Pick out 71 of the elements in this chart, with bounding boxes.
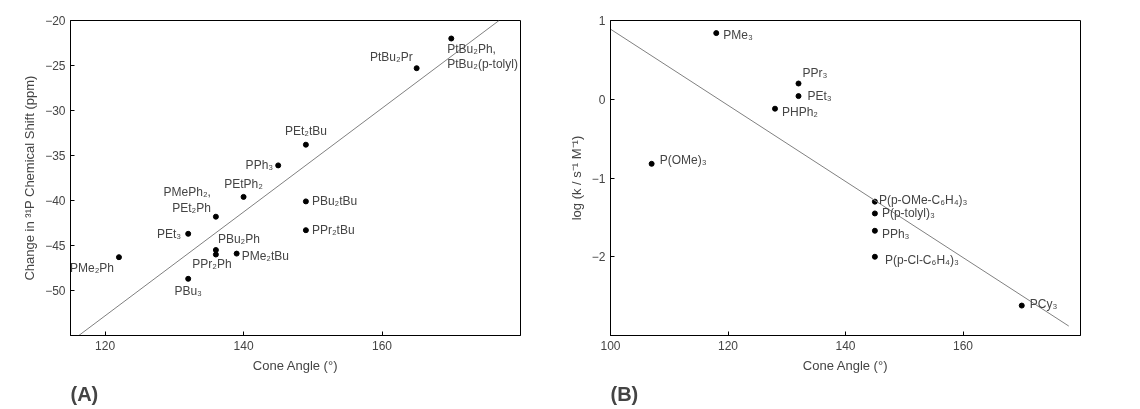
y-tick-label: −30: [45, 104, 66, 118]
y-tick-label: −45: [45, 239, 66, 253]
annotation: PBu₃: [174, 283, 203, 298]
y-tick-label: −2: [591, 250, 606, 265]
annotation: PPh₃: [881, 226, 910, 241]
text: (B): [610, 382, 639, 405]
annotation: P(p-OMe-C₆H₄)₃: [878, 192, 968, 207]
point: [302, 141, 309, 148]
x-tick-label: 120: [95, 338, 116, 353]
annotation: PBu₂Ph: [217, 232, 260, 246]
y-tick-label: −40: [45, 194, 66, 208]
annotation: PEt₃: [156, 226, 182, 241]
annotation: PMe₂tBu: [241, 248, 289, 263]
annotation: PPh₃: [245, 158, 274, 173]
point: [713, 30, 720, 37]
y-tick-label: −1: [591, 171, 606, 186]
y-axis-title: Change in ³¹P Chemical Shift (ppm): [22, 75, 38, 281]
annotation: PEt₂tBu: [284, 123, 327, 138]
y-axis-title: log (k / s⁻¹ M⁻¹): [568, 135, 584, 221]
point: [871, 210, 878, 217]
point: [648, 160, 655, 167]
point: [871, 253, 878, 260]
annotation: P(p-tolyl)₃: [881, 206, 935, 221]
y-tick-label: −50: [45, 284, 66, 298]
x-tick-label: 160: [372, 338, 393, 353]
annotation: PBu₂tBu: [311, 194, 358, 209]
point: [233, 250, 240, 257]
point: [212, 251, 219, 258]
y-tick-label: −35: [45, 149, 66, 163]
y-tick-label: 1: [598, 14, 606, 28]
point: [448, 35, 455, 42]
point: [413, 65, 420, 72]
annotation: PPr₃: [802, 65, 828, 80]
x-tick-label: 100: [600, 338, 621, 353]
point: [185, 275, 192, 282]
point: [795, 80, 802, 87]
point: [212, 247, 219, 253]
y-tick-label: 0: [598, 92, 606, 107]
annotation: PPr₂Ph: [192, 256, 232, 271]
point: [212, 213, 219, 220]
annotation: PHPh₂: [782, 104, 819, 119]
point: [795, 93, 802, 100]
x-axis-title: Cone Angle (°): [252, 357, 338, 373]
annotation: PCy₃: [1029, 296, 1058, 311]
x-tick-label: 120: [717, 338, 739, 353]
point: [185, 230, 192, 237]
point: [1018, 302, 1025, 309]
point: [772, 105, 778, 112]
x-tick-label: 140: [233, 338, 254, 353]
y-tick-label: −20: [45, 14, 66, 28]
annotation: PMe₃: [723, 28, 753, 43]
point: [275, 162, 282, 169]
point: [871, 227, 878, 234]
x-tick-label: 140: [835, 338, 856, 353]
annotation: P(OMe)₃: [659, 152, 707, 167]
annotation: PMePh₂, PEt₂Ph: [163, 185, 211, 215]
point: [240, 193, 247, 200]
x-axis-title: Cone Angle (°): [802, 357, 888, 373]
x-tick-label: 160: [952, 338, 974, 353]
y-tick-label: −25: [45, 59, 66, 73]
point: [115, 254, 122, 261]
annotation: PEt₃: [807, 89, 832, 104]
annotation: PPr₂tBu: [311, 223, 355, 238]
annotation: PtBu₂Pr: [369, 50, 413, 65]
point: [302, 227, 309, 234]
text: (A): [70, 382, 99, 405]
annotation: PtBu₂Ph, PtBu₂(p-tolyl): [447, 41, 518, 71]
point: [302, 198, 309, 205]
annotation: PMe₂Ph: [69, 261, 114, 276]
annotation: P(p-Cl-C₆H₄)₃: [884, 252, 959, 267]
annotation: PEtPh₂: [224, 176, 264, 191]
